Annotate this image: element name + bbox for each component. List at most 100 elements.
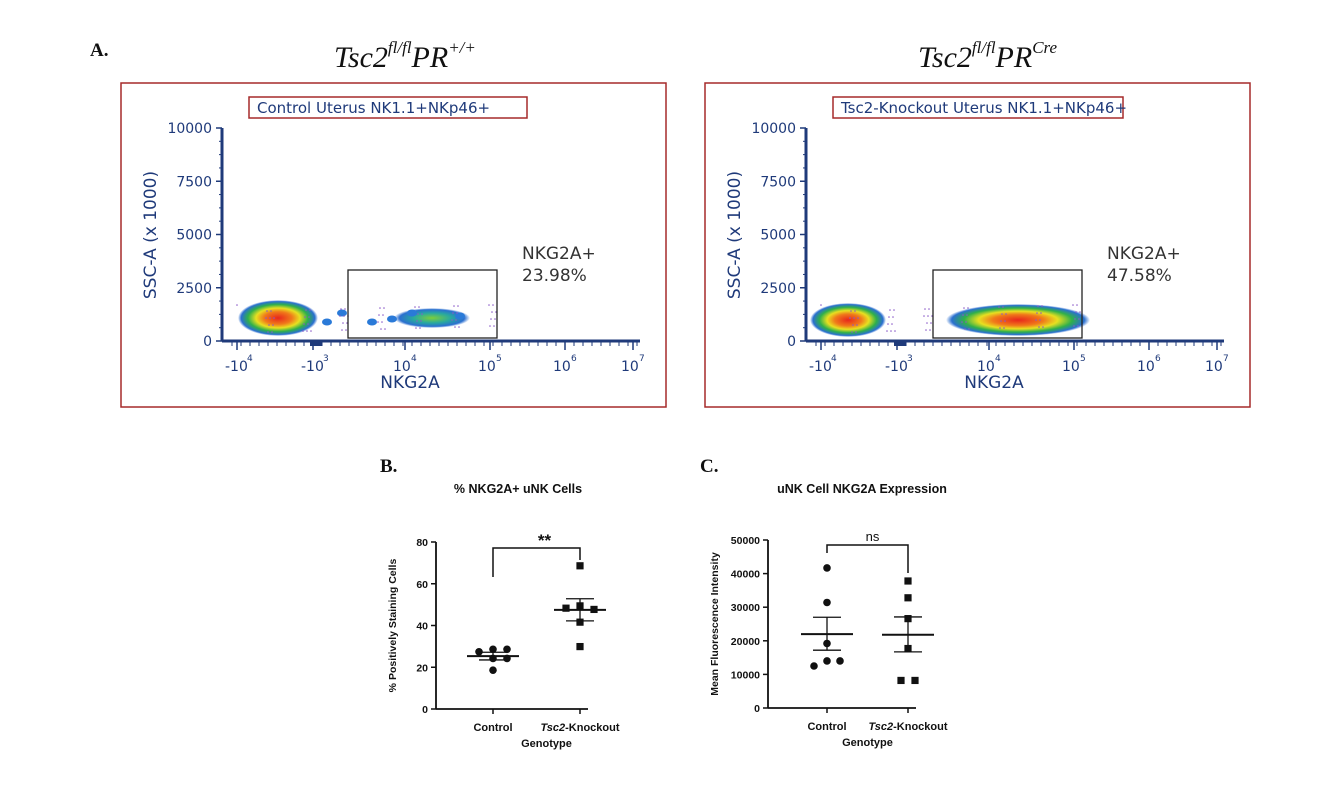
event-dot	[416, 320, 418, 322]
significance-label: ns	[866, 529, 880, 544]
event-dot	[1002, 306, 1004, 308]
data-point	[489, 666, 497, 674]
genotype-driver: PR	[995, 41, 1033, 74]
gate-name: NKG2A+	[522, 244, 596, 264]
event-dot	[924, 308, 926, 310]
x-tick-label-rest: -Knockout	[893, 721, 948, 733]
event-dot	[342, 322, 344, 324]
density-blob	[238, 300, 318, 336]
plot-frame	[120, 82, 667, 408]
event-dot	[852, 324, 854, 326]
event-dot	[1005, 313, 1007, 315]
event-dot	[965, 321, 967, 323]
event-dot	[855, 331, 857, 333]
y-axis-label: SSC-A (x 1000)	[141, 171, 161, 299]
event-dot	[998, 306, 1000, 308]
density-blob	[946, 304, 1090, 336]
event-dot	[418, 306, 420, 308]
event-dot	[267, 331, 269, 333]
genotype-title-knockout: Tsc2fl/flPRCre	[918, 38, 1057, 75]
data-point	[823, 564, 831, 572]
y-tick-label: 40000	[731, 569, 760, 581]
event-dot	[1072, 304, 1074, 306]
y-axis-label: Mean Fluorescence Intensity	[709, 552, 721, 696]
event-dot	[384, 328, 386, 330]
event-dot	[894, 330, 896, 332]
x-tick-label-italic: Tsc2	[540, 722, 565, 734]
event-dot	[452, 312, 454, 314]
y-axis-label: % Positively Staining Cells	[387, 559, 399, 693]
data-point	[904, 594, 912, 602]
event-dot	[930, 322, 932, 324]
density-dot	[407, 309, 417, 317]
event-dot	[892, 316, 894, 318]
data-point	[836, 657, 844, 665]
plot-title: Tsc2-Knockout Uterus NK1.1+NKp46+	[840, 99, 1127, 117]
event-dot	[1073, 325, 1075, 327]
event-dot	[1004, 320, 1006, 322]
event-dot	[887, 323, 889, 325]
event-dot	[489, 325, 491, 327]
event-dot	[236, 304, 238, 306]
x-tick-exponent: 5	[1080, 354, 1086, 364]
genotype-driver-allele: +/+	[448, 38, 476, 57]
event-dot	[308, 316, 310, 318]
event-dot	[888, 316, 890, 318]
event-dot	[419, 327, 421, 329]
event-dot	[967, 307, 969, 309]
x-tick-exponent: 4	[831, 354, 837, 364]
chart-percent-nkg2a: % NKG2A+ uNK Cells 0 20 40 60 80 % Positively …	[387, 482, 620, 750]
event-dot	[488, 304, 490, 306]
event-dot	[273, 317, 275, 319]
x-tick-label: 10	[621, 359, 639, 375]
event-dot	[853, 317, 855, 319]
event-dot	[306, 330, 308, 332]
event-dot	[451, 319, 453, 321]
panel-label-a: A.	[90, 40, 109, 61]
event-dot	[1003, 327, 1005, 329]
event-dot	[455, 319, 457, 321]
event-dot	[383, 307, 385, 309]
event-dot	[1036, 312, 1038, 314]
genotype-allele: fl/fl	[971, 38, 996, 57]
y-tick-label: 50000	[731, 535, 760, 547]
y-tick-label: 0	[787, 334, 796, 350]
x-tick-label: 10	[393, 359, 411, 375]
gate-rectangle	[347, 269, 498, 339]
density-dot	[455, 312, 465, 320]
genotype-title-control: Tsc2fl/flPR+/+	[334, 38, 476, 75]
y-tick-label: 20	[416, 662, 428, 674]
data-point	[562, 604, 570, 612]
density-dot	[337, 309, 347, 317]
x-tick-exponent: 5	[496, 354, 502, 364]
x-tick-label: 10	[553, 359, 571, 375]
x-axis-marker	[894, 341, 906, 346]
x-tick-label: Control	[807, 721, 846, 733]
event-dot	[457, 305, 459, 307]
genotype-driver-allele: Cre	[1032, 38, 1058, 57]
event-dot	[303, 323, 305, 325]
event-dot	[966, 314, 968, 316]
chart-title: % NKG2A+ uNK Cells	[454, 482, 582, 496]
significance-label: **	[538, 531, 552, 550]
event-dot	[420, 320, 422, 322]
event-dot	[854, 310, 856, 312]
event-dot	[857, 317, 859, 319]
y-tick-label: 7500	[760, 174, 796, 190]
event-dot	[309, 309, 311, 311]
event-dot	[923, 315, 925, 317]
event-dot	[454, 326, 456, 328]
event-dot	[963, 307, 965, 309]
event-dot	[856, 324, 858, 326]
event-dot	[928, 308, 930, 310]
significance-bracket	[826, 544, 909, 573]
x-tick-label: 10	[1137, 359, 1155, 375]
event-dot	[492, 304, 494, 306]
data-point	[503, 645, 511, 654]
event-dot	[927, 315, 929, 317]
x-tick-exponent: 4	[995, 354, 1001, 364]
plot-title-box	[832, 96, 1124, 119]
event-dot	[341, 329, 343, 331]
x-axis-label: NKG2A	[964, 373, 1024, 393]
